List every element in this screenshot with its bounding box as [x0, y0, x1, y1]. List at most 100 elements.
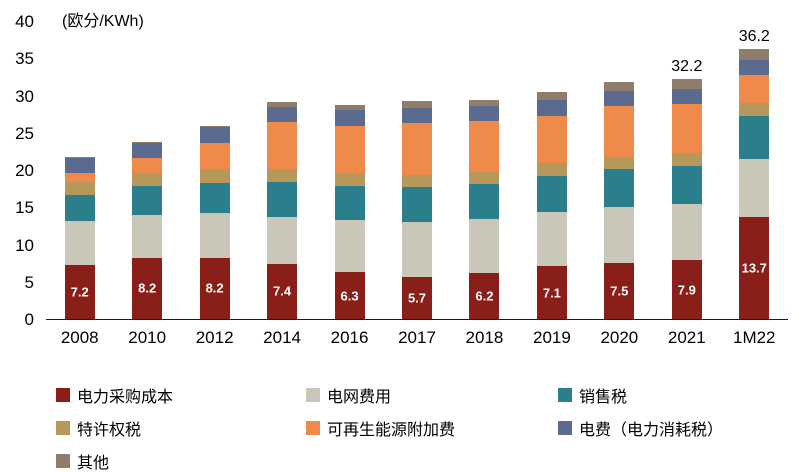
- segment: [267, 216, 298, 264]
- segment: [334, 185, 365, 220]
- segment: [604, 169, 635, 208]
- segment: [132, 157, 163, 174]
- x-tick-label: 2019: [532, 328, 571, 347]
- segment: [267, 168, 298, 182]
- segment: [536, 212, 567, 267]
- legend-item: 电网费用: [306, 383, 558, 407]
- segment: [739, 102, 770, 116]
- segment: [64, 221, 95, 266]
- x-tick-label: 2014: [263, 328, 301, 347]
- y-tick-label: 5: [24, 272, 34, 292]
- segment: [132, 173, 163, 187]
- segment: [604, 90, 635, 107]
- legend-item: 电力采购成本: [56, 383, 306, 407]
- segment: [199, 142, 230, 170]
- legend-label: 电费（电力消耗税）: [579, 422, 724, 439]
- segment: [739, 60, 770, 76]
- segment-value-label: 8.2: [205, 280, 224, 296]
- legend-swatch: [56, 388, 70, 402]
- legend-label: 特许权税: [77, 422, 142, 439]
- bars-area: 7.2 8.2 8.2 7.4 6.3 5.7 6.2 7.1 7.5 32.2 7.9 36.2 13…: [46, 22, 788, 319]
- legend-label: 电力采购成本: [77, 389, 174, 406]
- bar-2016: 6.3: [334, 104, 365, 319]
- segment: [604, 106, 635, 157]
- segment: [267, 122, 298, 169]
- segment: [132, 141, 163, 143]
- segment: [469, 184, 500, 220]
- bar-slot: 7.1: [518, 22, 585, 319]
- segment: [199, 127, 230, 143]
- segment: [132, 186, 163, 215]
- segment: [64, 173, 95, 182]
- segment: 6.2: [469, 272, 500, 319]
- segment: [199, 213, 230, 258]
- segment: [739, 158, 770, 217]
- x-tick-label: 2012: [195, 328, 234, 347]
- segment: [469, 105, 500, 121]
- segment: [401, 187, 432, 223]
- segment-value-label: 7.4: [273, 283, 292, 299]
- segment: [334, 110, 365, 126]
- segment: [132, 214, 163, 258]
- segment: [671, 152, 702, 166]
- segment: 13.7: [739, 216, 770, 319]
- y-tick-label: 15: [15, 198, 34, 218]
- segment: [469, 99, 500, 106]
- y-tick-label: 0: [24, 310, 34, 329]
- segment: 7.2: [64, 265, 95, 319]
- bar-2017: 5.7: [401, 101, 432, 319]
- segment: 5.7: [401, 276, 432, 319]
- legend: 电力采购成本 电网费用 销售税特许权税 可再生能源附加费 电费（电力消耗税） 其他: [56, 383, 794, 472]
- bar-slot: 8.2: [181, 22, 248, 319]
- x-tick-label: 2018: [465, 328, 504, 347]
- segment: [334, 173, 365, 186]
- segment-value-label: 7.5: [610, 283, 629, 299]
- segment: [604, 82, 635, 91]
- segment-value-label: 6.2: [475, 288, 494, 304]
- segment: [267, 181, 298, 217]
- total-value-label: 32.2: [671, 58, 703, 76]
- x-tick-label: 2017: [398, 328, 436, 347]
- total-value-label: 36.2: [738, 28, 770, 46]
- legend-item: 可再生能源附加费: [306, 416, 558, 440]
- bar-slot: 7.5: [586, 22, 653, 319]
- segment: [401, 123, 432, 175]
- segment: [671, 204, 702, 261]
- x-axis: 2008 2010 2012 2014 2016 2017 2018 2019 2020 2021…: [46, 328, 788, 348]
- bar-2018: 6.2: [469, 99, 500, 319]
- segment: [267, 106, 298, 123]
- x-tick-label: 2021: [667, 328, 706, 347]
- bar-slot: 36.2 13.7: [721, 22, 788, 319]
- legend-label: 其他: [77, 455, 110, 472]
- segment: [401, 174, 432, 188]
- bar-2010: 8.2: [132, 141, 163, 319]
- segment: [604, 156, 635, 170]
- segment: 7.9: [671, 260, 702, 319]
- segment: [739, 49, 770, 60]
- segment: [536, 163, 567, 176]
- x-tick-label: 2020: [600, 328, 639, 347]
- legend-label: 销售税: [579, 389, 628, 406]
- legend-swatch: [56, 421, 70, 435]
- plot-area: 7.2 8.2 8.2 7.4 6.3 5.7 6.2 7.1 7.5 32.2 7.9 36.2 13…: [46, 22, 788, 320]
- segment: 7.1: [536, 266, 567, 319]
- segment: [132, 142, 163, 158]
- segment: [469, 171, 500, 185]
- legend-swatch: [558, 421, 572, 435]
- segment: [604, 207, 635, 264]
- legend-swatch: [306, 388, 320, 402]
- segment: [199, 125, 230, 128]
- bar-slot: 6.2: [451, 22, 518, 319]
- legend-swatch: [306, 421, 320, 435]
- segment-value-label: 6.3: [340, 288, 359, 304]
- bar-1M22: 13.7: [739, 49, 770, 319]
- bar-slot: 7.2: [46, 22, 113, 319]
- x-tick-label: 2008: [60, 328, 99, 347]
- legend-label: 可再生能源附加费: [327, 422, 456, 439]
- bar-2012: 8.2: [199, 125, 230, 319]
- segment: [739, 115, 770, 159]
- y-tick-label: 25: [15, 123, 34, 143]
- segment: [401, 222, 432, 277]
- segment: [334, 219, 365, 273]
- segment: [536, 175, 567, 213]
